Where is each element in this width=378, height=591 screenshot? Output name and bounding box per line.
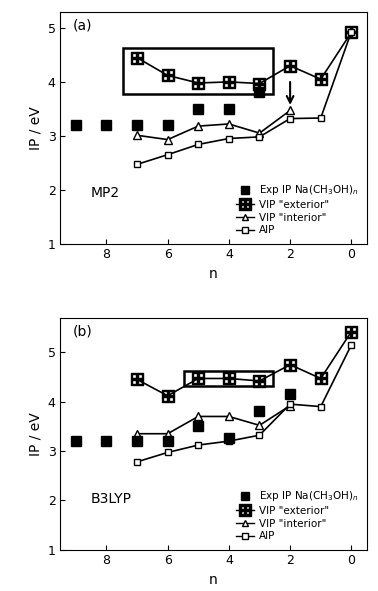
Text: (b): (b) <box>73 325 93 339</box>
Text: MP2: MP2 <box>91 186 120 200</box>
Text: B3LYP: B3LYP <box>91 492 132 506</box>
Bar <box>123 48 273 95</box>
Text: (a): (a) <box>73 19 92 33</box>
X-axis label: n: n <box>209 573 218 587</box>
Y-axis label: IP / eV: IP / eV <box>28 412 42 456</box>
Legend: Exp IP Na(CH$_3$OH)$_n$, VIP "exterior", VIP "interior", AIP: Exp IP Na(CH$_3$OH)$_n$, VIP "exterior",… <box>232 486 361 544</box>
X-axis label: n: n <box>209 267 218 281</box>
Legend: Exp IP Na(CH$_3$OH)$_n$, VIP "exterior", VIP "interior", AIP: Exp IP Na(CH$_3$OH)$_n$, VIP "exterior",… <box>232 180 361 238</box>
Bar <box>184 371 273 386</box>
Y-axis label: IP / eV: IP / eV <box>28 106 42 150</box>
